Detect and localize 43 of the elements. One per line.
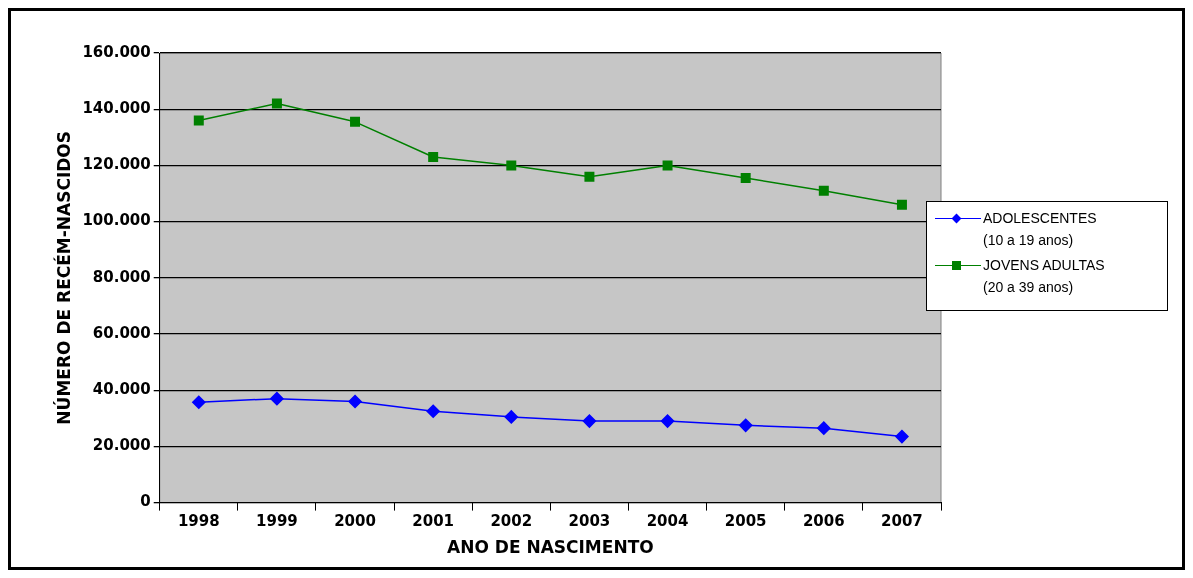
- point: [506, 160, 517, 171]
- x-tick-label: 2000: [334, 512, 376, 531]
- point: [270, 391, 284, 406]
- point: [738, 418, 753, 433]
- x-tick-label: 1999: [256, 512, 298, 531]
- point: [271, 98, 282, 109]
- point: [193, 115, 204, 126]
- x-tick-label: 2005: [724, 512, 767, 531]
- point: [817, 421, 831, 435]
- point: [660, 414, 675, 428]
- x-tick-label: 2002: [490, 512, 533, 531]
- x-tick-label: 2003: [568, 512, 611, 531]
- y-tick-label: 100.000: [82, 211, 151, 230]
- point: [584, 171, 595, 182]
- y-tick-label: 120.000: [82, 155, 151, 174]
- x-tick-label: 1998: [177, 512, 220, 531]
- x-tick-label: 2001: [412, 512, 455, 531]
- y-tick-label: 80.000: [92, 267, 151, 286]
- y-axis-title: NÚMERO DE RECÉM-NASCIDOS: [52, 130, 74, 425]
- point: [350, 116, 361, 127]
- y-tick-label: 160.000: [82, 42, 151, 61]
- point: [895, 429, 909, 444]
- x-tick-label: 2006: [802, 512, 845, 531]
- x-axis-title: ANO DE NASCIMENTO: [447, 537, 654, 558]
- point: [896, 199, 907, 210]
- legend-label: JOVENS ADULTAS (20 a 39 anos): [983, 256, 1105, 297]
- point: [426, 404, 440, 419]
- point: [740, 173, 751, 184]
- y-tick-label: 0: [140, 492, 151, 511]
- point: [582, 414, 597, 428]
- x-tick-label: 2007: [881, 512, 923, 531]
- y-tick-label: 40.000: [92, 380, 151, 399]
- point: [662, 160, 673, 171]
- point: [428, 151, 439, 162]
- legend-label: ADOLESCENTES (10 a 19 anos): [983, 209, 1097, 250]
- x-tick-label: 2004: [646, 512, 689, 531]
- y-tick-label: 60.000: [92, 323, 151, 342]
- point: [504, 410, 519, 424]
- point: [818, 185, 829, 196]
- point: [348, 394, 362, 409]
- point: [192, 395, 206, 410]
- y-tick-label: 20.000: [92, 436, 151, 455]
- y-tick-label: 140.000: [82, 99, 151, 118]
